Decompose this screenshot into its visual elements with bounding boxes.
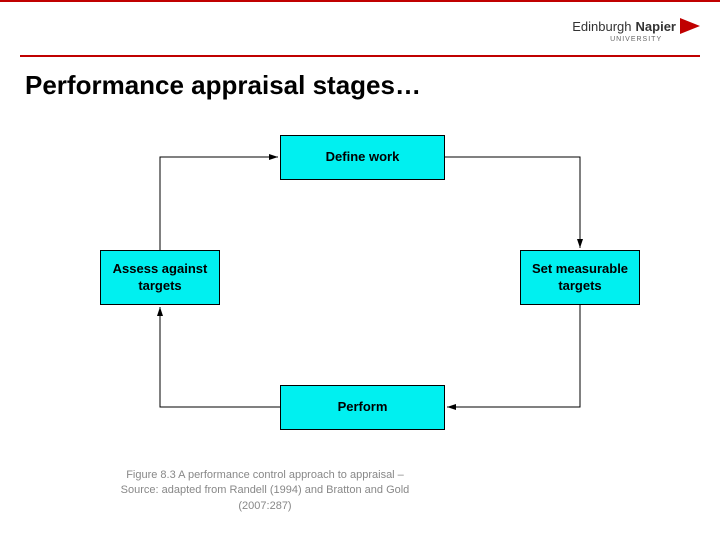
node-perform: Perform [280, 385, 445, 430]
node-define-work: Define work [280, 135, 445, 180]
logo: Edinburgh Napier UNIVERSITY [572, 18, 700, 43]
node-assess: Assess against targets [100, 250, 220, 305]
page-title: Performance appraisal stages… [25, 70, 421, 101]
title-underline [20, 55, 700, 57]
logo-text: Edinburgh Napier [572, 18, 700, 34]
flowchart-diagram: Define work Set measurable targets Perfo… [100, 120, 640, 460]
node-set-targets: Set measurable targets [520, 250, 640, 305]
logo-napier: Napier [636, 19, 676, 34]
top-border [0, 0, 720, 2]
logo-triangle-icon [680, 18, 700, 34]
figure-caption: Figure 8.3 A performance control approac… [115, 468, 415, 514]
logo-university: UNIVERSITY [572, 36, 700, 43]
logo-edinburgh: Edinburgh [572, 19, 631, 34]
